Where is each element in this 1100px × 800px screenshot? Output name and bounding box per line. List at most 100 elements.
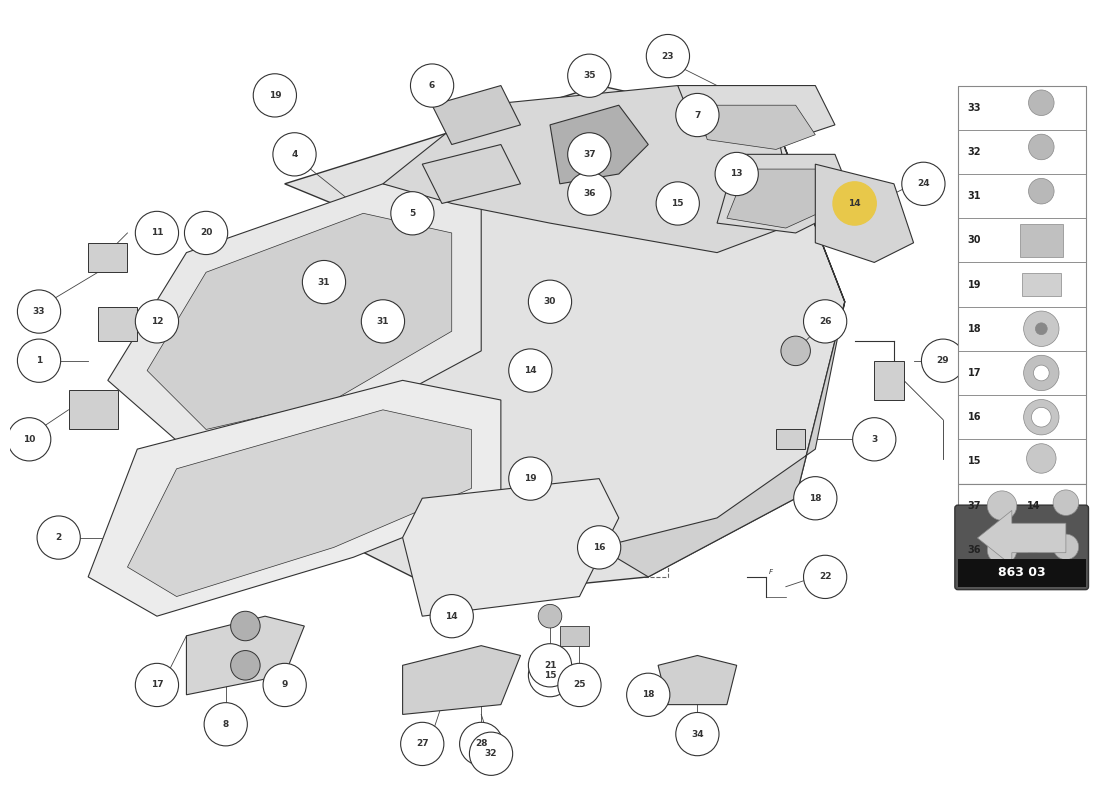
Text: 2: 2 [56,533,62,542]
Circle shape [135,663,178,706]
Circle shape [253,74,297,117]
Circle shape [18,339,60,382]
Polygon shape [717,154,855,233]
Polygon shape [727,169,840,228]
Text: 9: 9 [282,681,288,690]
Text: 15: 15 [543,670,557,680]
Text: 863 03: 863 03 [998,566,1045,579]
Circle shape [675,713,719,756]
Circle shape [1053,534,1079,560]
Circle shape [647,34,690,78]
Text: a passion for parts since 1985: a passion for parts since 1985 [298,521,507,534]
Text: 28: 28 [475,739,487,749]
Circle shape [1026,444,1056,474]
Text: 26: 26 [818,317,832,326]
Circle shape [231,611,260,641]
Text: 14: 14 [446,612,458,621]
Circle shape [538,604,562,628]
Polygon shape [815,164,914,262]
Text: 37: 37 [968,501,981,510]
Text: 32: 32 [485,750,497,758]
Text: 3: 3 [871,435,878,444]
Circle shape [361,300,405,343]
Circle shape [528,280,572,323]
Circle shape [231,650,260,680]
Text: 29: 29 [937,356,949,365]
Polygon shape [550,106,648,184]
FancyBboxPatch shape [88,242,128,272]
Circle shape [508,349,552,392]
Text: 36: 36 [968,545,981,555]
Polygon shape [600,125,845,577]
Text: 6: 6 [429,81,436,90]
Circle shape [833,182,877,225]
Text: 16: 16 [593,543,605,552]
Circle shape [988,491,1016,520]
Circle shape [568,54,611,98]
Text: 18: 18 [968,324,981,334]
Circle shape [508,457,552,500]
Circle shape [273,133,316,176]
Circle shape [1024,355,1059,390]
Circle shape [18,290,60,333]
Circle shape [37,516,80,559]
Polygon shape [383,86,795,253]
FancyBboxPatch shape [560,626,590,646]
Circle shape [1032,407,1052,427]
Polygon shape [186,616,305,694]
Circle shape [1028,178,1054,204]
Text: 15: 15 [968,457,981,466]
Circle shape [390,192,435,235]
Text: 10: 10 [23,435,35,444]
Polygon shape [403,478,619,616]
FancyBboxPatch shape [68,390,118,430]
Text: 17: 17 [151,681,163,690]
Circle shape [263,663,306,706]
Text: 30: 30 [968,235,981,246]
Polygon shape [432,86,520,145]
Circle shape [135,300,178,343]
Circle shape [803,300,847,343]
FancyBboxPatch shape [776,430,805,449]
Text: 14: 14 [1026,501,1041,510]
Circle shape [852,418,895,461]
Text: 23: 23 [662,51,674,61]
Text: 31: 31 [318,278,330,286]
Text: F: F [769,569,773,575]
Text: 8: 8 [222,720,229,729]
Text: 34: 34 [691,730,704,738]
FancyBboxPatch shape [955,505,1089,590]
Polygon shape [108,184,481,449]
Circle shape [988,535,1016,565]
Circle shape [627,673,670,717]
Text: 16: 16 [968,412,981,422]
Text: 31: 31 [376,317,389,326]
FancyBboxPatch shape [98,306,138,341]
FancyBboxPatch shape [958,86,1086,483]
Circle shape [430,594,473,638]
Circle shape [558,663,601,706]
Polygon shape [422,145,520,203]
Circle shape [578,526,620,569]
Circle shape [1028,90,1054,115]
Circle shape [8,418,51,461]
Text: 19: 19 [968,279,981,290]
Text: eurocarparts: eurocarparts [271,432,535,466]
Polygon shape [285,86,845,597]
Text: 11: 11 [151,229,163,238]
Polygon shape [128,410,472,597]
FancyBboxPatch shape [1020,224,1063,257]
Text: 33: 33 [33,307,45,316]
Circle shape [528,654,572,697]
Text: 1: 1 [36,356,42,365]
Text: 21: 21 [543,661,557,670]
Circle shape [902,162,945,206]
Text: 27: 27 [416,739,429,749]
FancyBboxPatch shape [958,559,1086,586]
Circle shape [410,64,453,107]
Circle shape [922,339,965,382]
Circle shape [470,732,513,775]
Circle shape [1024,399,1059,435]
Circle shape [1053,490,1079,515]
Circle shape [1024,311,1059,346]
